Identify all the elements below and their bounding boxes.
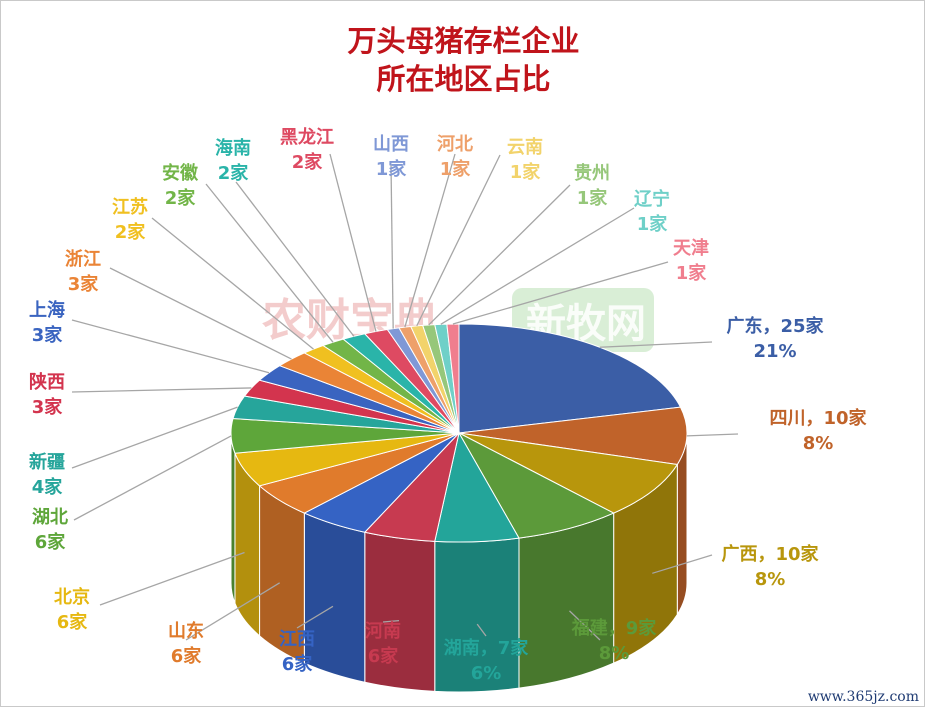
leader-江西 [296,605,334,629]
label-value-河南: 6家 [368,645,400,667]
label-海南: 海南 [215,137,251,159]
label-江苏: 江苏 [112,196,148,218]
leader-黑龙江 [329,153,377,332]
leader-上海 [71,319,270,374]
label-天津: 天津 [673,237,709,259]
label-value-新疆: 4家 [32,476,64,498]
leader-辽宁 [440,207,635,325]
leader-海南 [235,181,355,337]
label-广东: 广东，25家 [726,315,824,337]
label-value-湖北: 6家 [35,531,67,553]
label-value-上海: 3家 [32,324,64,346]
label-value-江西: 6家 [282,653,314,675]
pie-slice-广东 [458,323,682,434]
leader-河南 [382,620,400,623]
label-江西: 江西 [279,629,315,650]
label-value-黑龙江: 2家 [292,151,324,173]
pie-slice-福建 [457,431,615,539]
leader-山西 [390,163,394,329]
label-贵州: 贵州 [574,163,610,184]
label-value-浙江: 3家 [68,273,100,295]
site-watermark: www.365jz.com [807,689,919,705]
chart-title-line2: 所在地区占比 [376,62,551,96]
leader-广东 [599,341,713,348]
label-value-四川: 8% [803,433,834,454]
leader-新疆 [71,406,238,469]
leader-江苏 [151,217,314,350]
label-四川: 四川，10家 [769,407,867,429]
leader-贵州 [428,184,571,326]
label-山西: 山西 [373,134,409,155]
leader-云南 [416,154,501,327]
chart-title-line1: 万头母猪存栏企业 [347,24,580,58]
label-河南: 河南 [365,620,401,642]
pie-slice-广西 [458,432,679,514]
label-陕西: 陕西 [29,371,65,393]
pie-side-湖北 [230,432,236,604]
label-福建: 福建，9家 [571,617,658,639]
label-value-北京: 6家 [57,611,89,633]
label-value-山西: 1家 [376,158,408,180]
leader-广西 [652,554,713,574]
leader-安徽 [205,183,334,343]
leader-四川 [686,433,739,437]
leader-天津 [452,261,669,325]
label-浙江: 浙江 [65,248,101,270]
label-安徽: 安徽 [162,162,199,184]
label-广西: 广西，10家 [721,543,819,565]
label-value-湖南: 6% [471,663,502,684]
label-河北: 河北 [437,134,473,155]
label-value-天津: 1家 [676,262,708,284]
leader-湖北 [73,435,232,521]
leader-河北 [404,153,456,328]
label-value-广西: 8% [755,569,786,590]
leader-湖南 [476,623,487,637]
label-value-安徽: 2家 [165,187,197,209]
label-value-贵州: 1家 [577,187,609,209]
pie-slice-天津 [446,323,460,434]
data-labels: 广东，25家 21% 四川，10家 8% 广西，10家 8% 福建，9家 8% 湖南，7家 6% 河… [29,126,868,684]
label-value-云南: 1家 [510,161,542,183]
label-value-河北: 1家 [440,158,472,180]
leader-北京 [99,551,245,606]
pie-side-河南 [364,531,436,692]
pie-slice-四川 [458,406,688,466]
label-value-福建: 8% [599,643,630,664]
label-value-辽宁: 1家 [637,213,669,235]
label-上海: 上海 [29,299,65,321]
label-湖南: 湖南，7家 [444,637,530,659]
label-新疆: 新疆 [29,451,65,473]
label-山东: 山东 [168,620,204,642]
label-value-广东: 21% [753,341,796,362]
label-value-江苏: 2家 [115,221,147,243]
label-辽宁: 辽宁 [634,188,670,210]
leader-lines [71,153,739,641]
leader-福建 [569,610,601,641]
label-value-海南: 2家 [218,162,250,184]
leader-浙江 [109,267,292,360]
label-湖北: 湖北 [32,507,68,528]
label-value-陕西: 3家 [32,396,64,418]
leader-陕西 [71,387,252,393]
pie-side-walls [230,432,688,693]
pie-side-江西 [303,512,366,683]
leader-山东 [185,582,281,641]
pie-top-faces [230,323,688,543]
label-黑龙江: 黑龙江 [280,126,334,148]
label-value-山东: 6家 [171,645,203,667]
label-北京: 北京 [54,586,90,608]
label-云南: 云南 [507,136,543,158]
